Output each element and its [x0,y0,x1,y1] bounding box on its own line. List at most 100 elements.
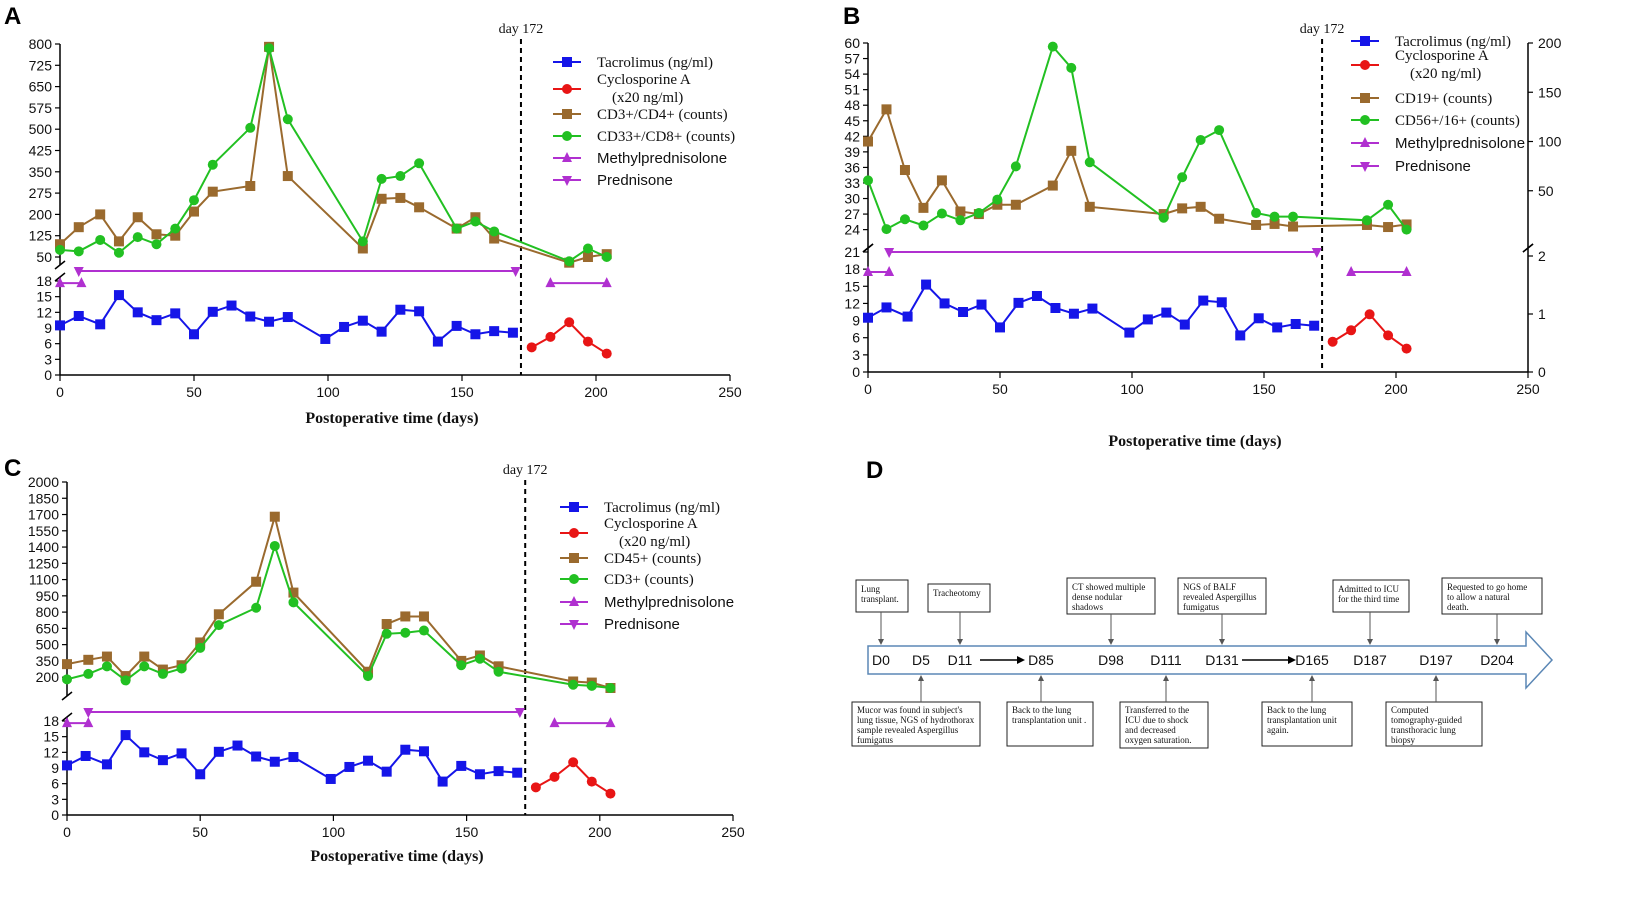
c-x-tick-label: 50 [192,824,208,840]
c-data-point [139,747,150,758]
b-y-tick-label: 60 [844,35,860,51]
a-y-tick-label: 350 [29,164,53,180]
panel-letter-a: A [4,3,21,30]
a-legend-label-line: (x20 ng/ml) [612,90,683,106]
a-y-tick-label: 650 [29,79,53,95]
c-data-point [381,766,392,777]
b-data-point [939,298,950,309]
b-data-point [863,312,873,323]
c-y-tick-label: 350 [36,653,60,669]
b-legend-label-line: (x20 ng/ml) [1410,66,1481,82]
a-legend-marker [562,109,572,119]
c-triangle-down-marker [514,708,525,718]
a-y-tick-label: 800 [29,36,53,52]
b-data-point [1269,211,1280,222]
timeline-top-note-box [1441,577,1543,615]
a-data-point [507,327,518,338]
b-x-tick-label: 100 [1120,381,1144,397]
c-y-tick-label: 650 [36,620,60,636]
timeline-note-text: and decreased [1125,725,1176,735]
c-data-point [288,597,299,608]
c-x-tick-label: 100 [322,824,346,840]
b-data-point [881,104,892,115]
b-series-cd56-16- [863,41,1412,235]
b-data-point [1290,319,1301,329]
a-data-point [132,212,143,223]
a-data-point [526,342,537,353]
b-data-point [958,307,969,317]
c-data-point [418,625,429,636]
b-data-point [918,202,929,213]
b-legend-marker [1360,162,1370,172]
a-data-point [207,306,218,317]
c-data-point [251,602,262,613]
a-data-point [432,336,443,347]
b-x-tick-label: 200 [1384,381,1408,397]
a-data-point [564,256,575,267]
c-data-point [456,760,467,771]
timeline-top-note-box [855,579,909,613]
c-data-point [586,680,597,691]
a-data-point [113,247,124,258]
c-data-point [568,679,579,690]
b-data-point [1195,201,1206,212]
b-data-point [1198,295,1209,306]
panel-letter-b: B [843,3,860,30]
c-data-point [195,642,206,653]
a-legend-label: Cyclosporine A (x20 ng/ml) [597,72,691,106]
timeline-connector-head [1309,675,1315,681]
timeline-note-text: sample revealed Aspergillus [857,725,959,735]
a-y-tick-label: 9 [44,320,52,336]
b-data-point [973,208,984,219]
c-data-point [83,654,94,665]
a-data-point [264,316,275,327]
b-data-point [1383,222,1394,233]
a-triangle-up-marker [55,277,65,288]
a-data-point [582,243,593,254]
a-y-tick-label: 15 [36,289,52,305]
timeline-note-text: transplantation unit . [1012,715,1086,725]
a-data-point [55,239,65,250]
c-y-tick-label: 15 [43,729,59,745]
b-day-172-label: day 172 [1300,22,1345,37]
a-y-tick-label: 200 [29,206,53,222]
a-data-point [545,331,556,342]
a-data-point [489,226,500,237]
c-legend: Tacrolimus (ng/ml)Cyclosporine A (x20 ng/… [560,500,734,633]
c-legend-label: Cyclosporine A (x20 ng/ml) [604,516,698,550]
c-legend-marker [569,574,579,584]
b-data-point [955,206,966,217]
b-data-point [936,208,947,219]
c-legend-label-line: Cyclosporine A [604,516,698,532]
b-y-tick-label: 36 [844,159,860,175]
a-y-tick-label: 6 [44,336,52,352]
c-y-tick-label: 800 [36,604,60,620]
b-data-point [976,299,987,310]
b-triangle-up-marker [884,266,895,276]
b-data-point [1401,219,1412,230]
a-data-point [189,195,199,206]
c-legend-marker [569,553,579,563]
b-y-tick-label: 51 [844,82,860,98]
timeline-day-label: D11 [948,652,973,668]
timeline-note-text: transplant. [861,594,899,604]
b-data-point [1216,297,1227,308]
c-series-cyclosporine-a [530,757,616,799]
c-y-tick-label: 1100 [29,572,59,588]
c-x-tick-label: 200 [588,824,612,840]
b-data-point [1253,313,1264,324]
a-legend-label: CD3+/CD4+ (counts) [597,107,728,123]
panel-letter-d: D [866,457,883,484]
b-y-tick-label: 30 [844,191,860,207]
timeline-connector-head [1433,675,1439,681]
timeline-note-text: transthoracic lung [1391,725,1456,735]
c-data-point [530,782,541,793]
b-triangle-up-marker [863,266,873,276]
c-data-point [269,756,280,767]
b-data-point [863,175,873,186]
b-y-tick-label: 0 [852,364,860,380]
timeline-connector-head [878,639,884,645]
b-data-point [1047,180,1058,191]
